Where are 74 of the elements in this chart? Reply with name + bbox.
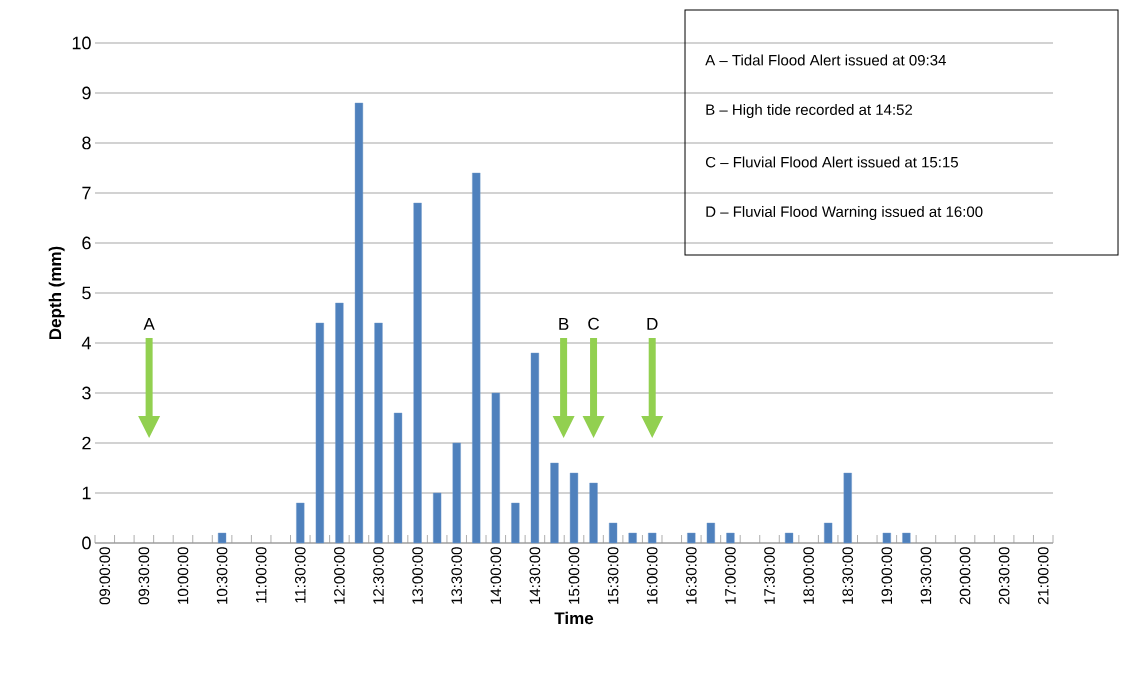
x-tick-label: 15:30:00 bbox=[607, 547, 619, 604]
annotation: B bbox=[559, 318, 569, 330]
x-tick-label: 13:00:00 bbox=[412, 547, 423, 604]
y-tick-label: 2 bbox=[82, 436, 91, 450]
bar bbox=[784, 532, 794, 544]
x-tick-label: 19:30:00 bbox=[920, 547, 932, 604]
bar bbox=[530, 352, 540, 544]
bar bbox=[374, 322, 383, 544]
bar bbox=[902, 532, 911, 544]
annotation: D bbox=[647, 318, 658, 330]
x-tick-label: 17:00:00 bbox=[725, 547, 736, 604]
bar bbox=[648, 532, 657, 544]
bar bbox=[413, 202, 422, 544]
bar bbox=[335, 302, 344, 544]
x-tick-label: 10:30:00 bbox=[216, 547, 228, 604]
x-tick-label: 17:30:00 bbox=[764, 547, 775, 604]
y-tick-label: 0 bbox=[82, 536, 91, 550]
x-tick-label: 11:30:00 bbox=[294, 547, 306, 603]
annotation: A bbox=[143, 318, 155, 330]
bar bbox=[843, 472, 852, 544]
bar bbox=[393, 412, 403, 544]
y-tick-label: 7 bbox=[82, 186, 91, 200]
bar bbox=[491, 392, 500, 544]
annotation: B – High tide recorded at 14:52 bbox=[706, 104, 913, 118]
bar bbox=[609, 522, 618, 544]
x-axis-title: Time bbox=[554, 611, 594, 625]
x-tick-label: 12:00:00 bbox=[334, 547, 345, 604]
y-tick-label: 8 bbox=[82, 136, 91, 150]
bar bbox=[433, 492, 442, 544]
x-tick-label: 14:30:00 bbox=[529, 547, 541, 604]
x-tick-label: 15:00:00 bbox=[568, 547, 580, 604]
annotation: D – Fluvial Flood Warning issued at 16:00 bbox=[706, 206, 983, 220]
x-tick-label: 09:30:00 bbox=[138, 547, 150, 605]
bar bbox=[217, 532, 227, 544]
annotation: C – Fluvial Flood Alert issued at 15:15 bbox=[705, 156, 958, 168]
x-tick-label: 18:30:00 bbox=[842, 547, 854, 604]
y-tick-label: 5 bbox=[82, 286, 91, 300]
bar bbox=[452, 442, 461, 544]
bar bbox=[824, 522, 833, 544]
x-tick-label: 20:00:00 bbox=[959, 547, 971, 605]
bar bbox=[628, 532, 637, 544]
x-tick-label: 18:00:00 bbox=[803, 547, 814, 604]
y-tick-label: 6 bbox=[82, 236, 91, 250]
bar bbox=[882, 532, 891, 544]
bar bbox=[726, 532, 735, 544]
x-tick-label: 14:00:00 bbox=[490, 547, 502, 604]
y-tick-label: 3 bbox=[82, 386, 91, 400]
bar bbox=[511, 502, 520, 544]
x-tick-label: 12:30:00 bbox=[373, 547, 384, 604]
bar bbox=[569, 472, 579, 544]
bar bbox=[296, 502, 305, 544]
x-tick-label: 20:30:00 bbox=[998, 547, 1010, 605]
y-tick-label: 10 bbox=[72, 36, 91, 50]
annotation: C bbox=[588, 317, 600, 330]
x-tick-label: 13:30:00 bbox=[451, 547, 462, 604]
x-tick-label: 11:00:00 bbox=[255, 547, 267, 603]
bar bbox=[687, 532, 696, 544]
y-tick-label: 9 bbox=[82, 86, 91, 100]
bar bbox=[354, 102, 364, 544]
annotation: A – Tidal Flood Alert issued at 09:34 bbox=[705, 54, 946, 66]
x-tick-label: 21:00:00 bbox=[1037, 547, 1049, 605]
y-axis-title: Depth (mm) bbox=[48, 246, 65, 340]
bar bbox=[315, 322, 324, 544]
x-tick-label: 19:00:00 bbox=[881, 547, 893, 604]
y-tick-label: 1 bbox=[82, 486, 91, 500]
bar bbox=[706, 522, 715, 544]
x-tick-label: 16:00:00 bbox=[646, 547, 658, 604]
bar bbox=[472, 172, 481, 544]
x-tick-label: 10:00:00 bbox=[177, 547, 189, 604]
y-tick-label: 4 bbox=[81, 336, 91, 350]
x-tick-label: 16:30:00 bbox=[686, 547, 697, 604]
bar bbox=[550, 462, 559, 544]
bar bbox=[589, 482, 598, 544]
x-tick-label: 09:00:00 bbox=[99, 547, 111, 605]
